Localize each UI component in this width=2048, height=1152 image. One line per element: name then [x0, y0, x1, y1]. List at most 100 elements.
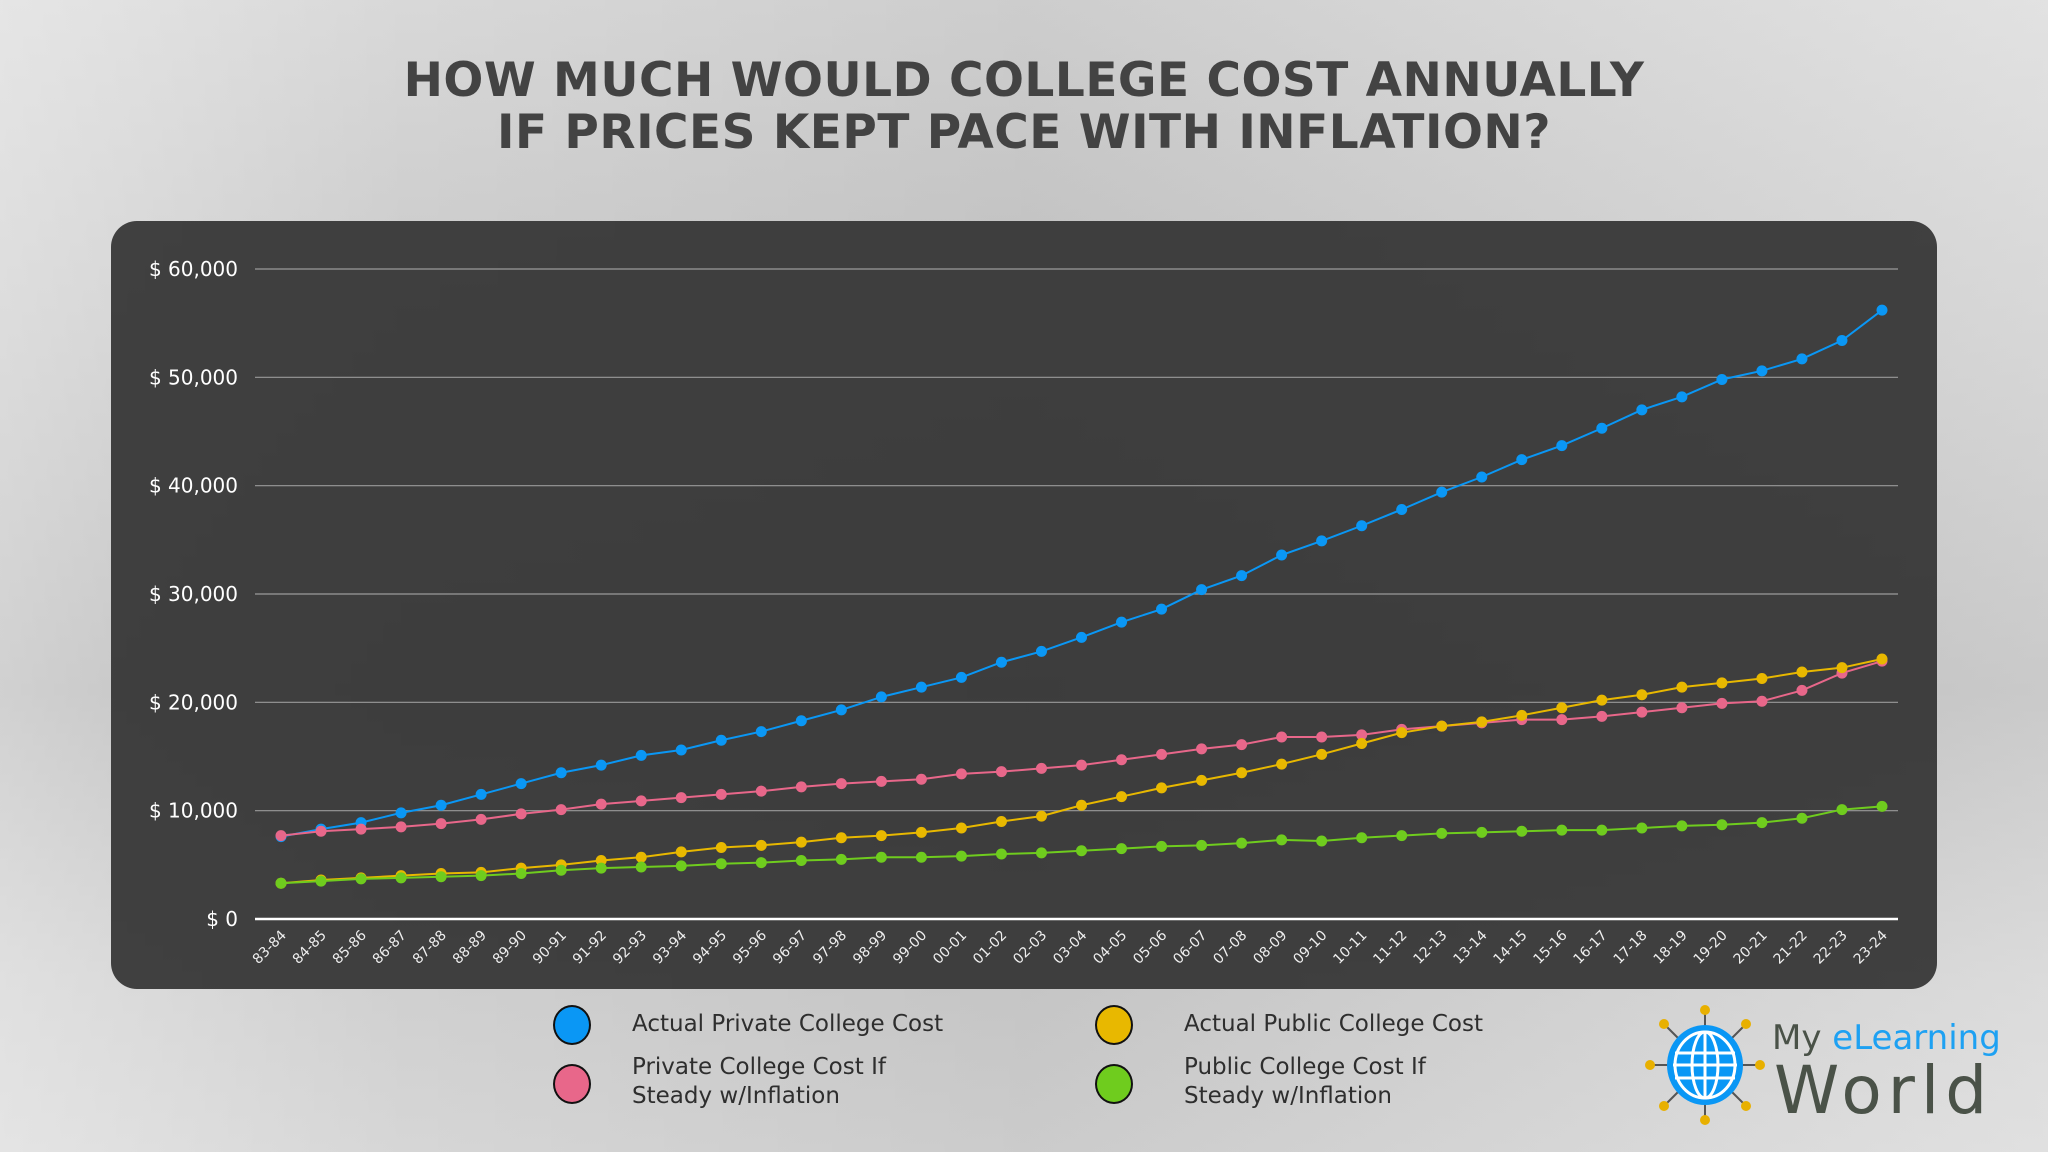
logo-elearning: eLearning [1832, 1018, 2001, 1058]
data-point-2 [1676, 681, 1688, 693]
data-point-2 [1316, 748, 1328, 760]
x-tick-label: 23-24 [1851, 927, 1891, 967]
data-point-0 [1796, 353, 1808, 365]
x-tick-label: 94-95 [690, 928, 730, 968]
data-point-1 [715, 788, 727, 800]
data-point-0 [595, 759, 607, 771]
x-tick-label: 08-09 [1250, 928, 1290, 968]
data-point-2 [1636, 689, 1648, 701]
x-tick-label: 16-17 [1571, 928, 1611, 968]
logo-my: My [1772, 1018, 1822, 1058]
data-point-0 [715, 734, 727, 746]
data-point-3 [1756, 817, 1768, 829]
data-point-3 [795, 855, 807, 866]
data-point-1 [315, 825, 327, 837]
data-point-0 [395, 807, 407, 819]
x-tick-label: 04-05 [1090, 928, 1130, 968]
logo-text-top: My eLearning [1772, 1018, 2001, 1058]
x-tick-label: 01-02 [970, 928, 1010, 968]
data-point-3 [595, 862, 607, 874]
data-point-3 [1196, 839, 1208, 851]
legend-swatch-actual-private [553, 1005, 591, 1045]
data-point-1 [835, 778, 847, 790]
data-point-3 [835, 853, 847, 865]
data-point-3 [1316, 835, 1328, 847]
data-point-0 [1396, 504, 1408, 515]
data-point-3 [715, 858, 727, 870]
series-line-0 [280, 309, 1883, 838]
data-point-0 [1436, 486, 1448, 498]
data-point-1 [1116, 754, 1128, 766]
data-point-0 [635, 749, 647, 761]
data-point-2 [1116, 791, 1128, 803]
data-point-1 [1156, 748, 1168, 760]
data-point-2 [875, 830, 887, 842]
data-point-0 [1876, 304, 1888, 316]
data-point-1 [1676, 702, 1688, 714]
data-point-2 [795, 836, 807, 848]
data-point-0 [1316, 535, 1328, 547]
x-tick-label: 09-10 [1290, 928, 1330, 968]
title-line-1: HOW MUCH WOULD COLLEGE COST ANNUALLY [403, 53, 1645, 108]
data-point-3 [275, 877, 287, 889]
data-point-3 [955, 850, 967, 862]
data-point-3 [515, 868, 527, 879]
data-point-1 [1076, 759, 1087, 771]
legend-label-actual-private: Actual Private College Cost [632, 1011, 944, 1037]
data-point-3 [555, 864, 567, 876]
data-point-3 [1476, 826, 1488, 838]
data-point-3 [1516, 825, 1528, 837]
legend-swatch-public-inflation [1095, 1064, 1133, 1104]
data-point-3 [1876, 800, 1888, 812]
data-point-2 [1436, 720, 1448, 732]
data-point-0 [1636, 404, 1648, 416]
data-point-3 [1356, 832, 1368, 844]
data-point-2 [1396, 727, 1408, 739]
data-point-3 [875, 851, 887, 863]
chart-panel [111, 221, 1937, 989]
data-point-1 [995, 766, 1007, 778]
data-point-3 [995, 848, 1007, 860]
x-tick-label: 97-98 [810, 928, 850, 968]
data-point-1 [1756, 695, 1768, 707]
data-point-3 [1396, 830, 1408, 842]
data-point-2 [1756, 673, 1768, 684]
data-point-3 [1556, 824, 1568, 836]
data-point-3 [475, 870, 487, 882]
data-point-0 [1116, 616, 1128, 628]
data-point-2 [1276, 758, 1288, 770]
data-point-1 [955, 768, 967, 780]
data-point-0 [1196, 584, 1208, 596]
x-tick-label: 12-13 [1410, 928, 1450, 968]
data-point-0 [835, 704, 847, 716]
y-tick-label: $ 20,000 [149, 690, 238, 714]
data-point-2 [595, 855, 607, 866]
data-point-3 [1035, 847, 1047, 859]
data-point-3 [1716, 819, 1728, 831]
data-point-0 [755, 726, 767, 738]
data-point-3 [315, 875, 327, 887]
data-point-1 [675, 792, 687, 804]
data-point-1 [1236, 739, 1248, 751]
data-point-0 [1476, 471, 1488, 483]
data-point-1 [635, 795, 647, 807]
data-point-2 [955, 822, 967, 834]
data-point-2 [755, 839, 767, 851]
x-tick-label: 84-85 [290, 928, 330, 968]
data-point-0 [1276, 549, 1288, 561]
data-point-2 [1556, 702, 1568, 714]
x-tick-label: 06-07 [1170, 928, 1210, 968]
data-point-0 [475, 788, 487, 800]
data-point-1 [1356, 729, 1368, 741]
data-point-3 [1676, 820, 1688, 832]
data-point-0 [515, 778, 527, 790]
data-point-3 [1596, 824, 1608, 836]
data-point-2 [1236, 767, 1248, 779]
data-point-1 [555, 804, 567, 816]
data-point-0 [1156, 603, 1168, 615]
x-tick-label: 07-08 [1210, 928, 1250, 968]
y-tick-label: $ 0 [206, 907, 238, 931]
x-tick-label: 93-94 [650, 927, 690, 967]
data-point-0 [1596, 422, 1608, 434]
x-tick-label: 13-14 [1450, 927, 1490, 967]
